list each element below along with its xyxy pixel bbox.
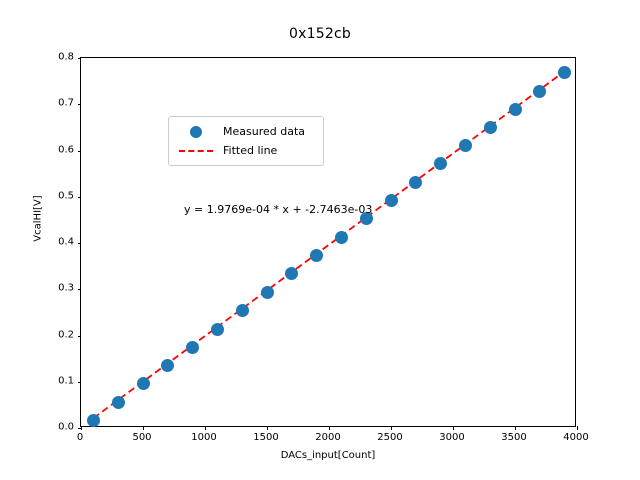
legend-item-label: Fitted line — [223, 144, 278, 157]
data-point — [384, 194, 398, 208]
y-tick-label: 0.6 — [58, 144, 74, 155]
data-point — [334, 230, 348, 244]
data-point — [111, 395, 125, 409]
data-point — [235, 304, 249, 318]
y-tick-label: 0.0 — [58, 421, 74, 433]
x-tick-mark — [205, 426, 206, 430]
plot-area: Measured data Fitted line y = 1.9769e-04… — [77, 57, 578, 430]
y-tick-mark — [77, 289, 81, 291]
x-tick-mark — [267, 426, 268, 430]
x-tick-mark — [453, 426, 454, 430]
y-tick-label: 0.5 — [58, 190, 74, 202]
y-tick-mark — [77, 58, 81, 59]
data-point — [136, 377, 150, 391]
y-tick-mark — [77, 104, 81, 106]
y-tick-mark — [77, 428, 81, 429]
y-tick-label: 0.1 — [58, 375, 74, 387]
data-point — [86, 413, 100, 427]
x-tick-label: 1500 — [253, 432, 279, 443]
y-tick-label: 0.8 — [58, 51, 74, 63]
y-tick-mark — [77, 335, 81, 337]
data-point — [458, 139, 472, 153]
x-tick-mark — [143, 426, 144, 430]
circle-marker-icon — [176, 125, 216, 138]
fit-equation-annotation: y = 1.9769e-04 * x + -2.7463e-03 — [184, 203, 373, 216]
data-point — [359, 212, 373, 226]
y-tick-mark — [77, 381, 81, 383]
y-tick-label: 0.7 — [58, 97, 74, 109]
x-tick-mark — [329, 426, 330, 430]
data-point — [508, 102, 522, 116]
x-tick-label: 3000 — [439, 432, 465, 443]
x-axis-tick-labels: 0 500 1000 1500 2000 2500 3000 3500 4000 — [77, 432, 589, 448]
data-point — [434, 157, 448, 171]
data-point — [161, 358, 175, 372]
y-axis-tick-labels: 0.0 0.1 0.2 0.3 0.4 0.5 0.6 0.7 0.8 — [30, 52, 74, 433]
y-tick-mark — [77, 196, 81, 198]
data-point — [558, 66, 572, 80]
x-axis-label: DACs_input[Count] — [280, 450, 376, 461]
x-tick-label: 2000 — [315, 432, 341, 443]
x-tick-label: 500 — [132, 432, 152, 443]
page-title: 0x152cb — [289, 26, 351, 42]
data-point — [310, 248, 324, 262]
y-tick-label: 0.2 — [58, 329, 74, 340]
data-point — [285, 267, 299, 281]
y-tick-label: 0.3 — [58, 282, 74, 294]
y-tick-label: 0.4 — [58, 236, 74, 248]
y-tick-mark — [77, 150, 81, 152]
x-tick-mark — [515, 426, 516, 430]
x-tick-mark — [81, 426, 82, 430]
data-point — [260, 285, 274, 299]
legend-item: Fitted line — [176, 141, 315, 160]
data-point — [533, 84, 547, 98]
x-tick-label: 1000 — [191, 432, 217, 443]
data-point — [210, 322, 224, 336]
data-point — [483, 121, 497, 135]
x-tick-label: 4000 — [563, 432, 589, 443]
x-tick-label: 2500 — [377, 432, 403, 443]
legend-item-label: Measured data — [223, 125, 306, 138]
x-tick-mark — [391, 426, 392, 430]
legend: Measured data Fitted line — [168, 116, 324, 166]
data-layer — [92, 71, 564, 419]
data-point — [409, 175, 423, 189]
x-tick-label: 0 — [76, 432, 84, 443]
y-tick-mark — [77, 243, 81, 244]
dashed-line-icon — [176, 149, 216, 152]
x-tick-label: 3500 — [501, 432, 527, 443]
data-point — [186, 340, 200, 354]
x-tick-mark — [577, 426, 578, 430]
legend-item: Measured data — [176, 122, 315, 141]
